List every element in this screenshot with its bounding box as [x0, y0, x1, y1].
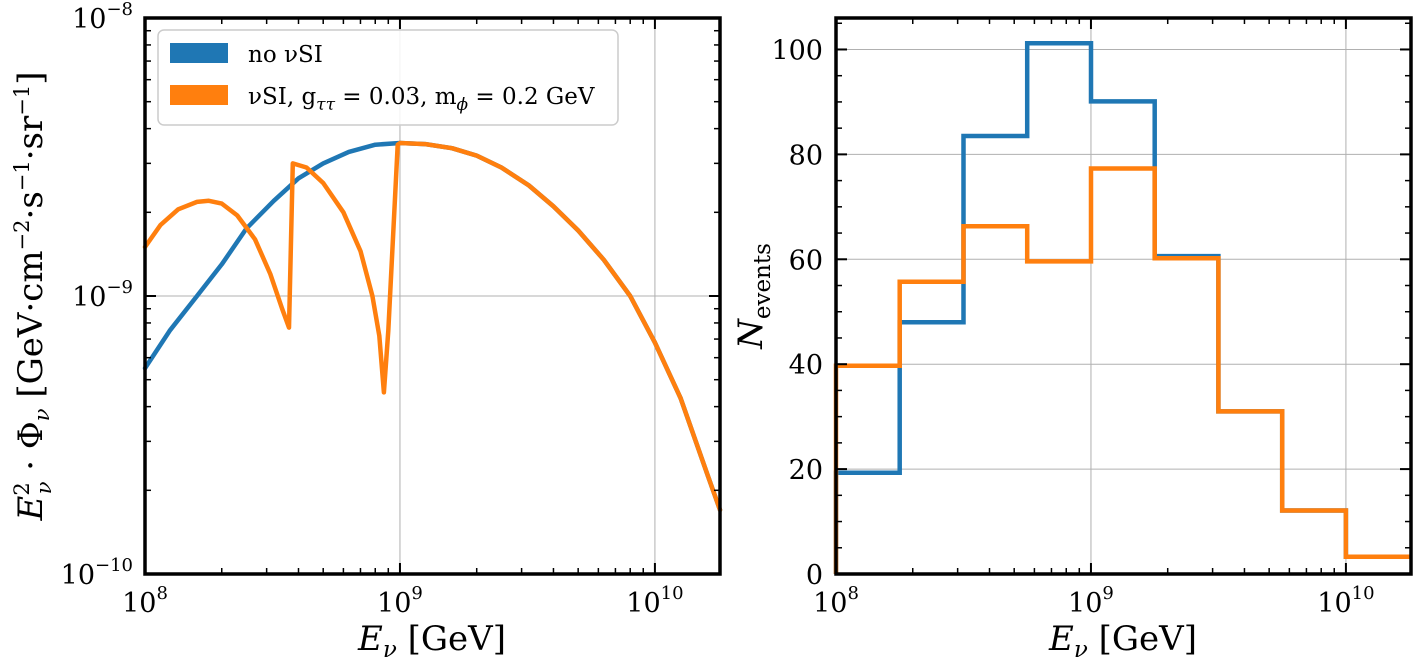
flux-panel: 108 109 1010 10−10 10−9 10−8 no νSI νSI, gττ …	[10, 0, 723, 663]
events-y-tick-label: 40	[789, 350, 823, 381]
legend-swatch-no-si	[170, 43, 228, 63]
flux-x-tick-label: 109	[377, 583, 423, 619]
events-tick-labels: 108 109 1010 0 20 40 60 80 100	[771, 35, 1374, 619]
events-hist-si	[833, 166, 1411, 574]
events-y-tick-label: 80	[789, 140, 823, 171]
flux-y-tick-label: 10−9	[72, 277, 133, 313]
events-x-tick-label: 1010	[1317, 583, 1374, 619]
legend: no νSI νSI, gττ = 0.03, mϕ = 0.2 GeV	[157, 29, 619, 126]
events-y-tick-label: 60	[789, 245, 823, 276]
flux-y-tick-label: 10−10	[61, 555, 133, 591]
events-y-tick-label: 0	[806, 560, 823, 591]
events-x-axis-label: Eν [GeV]	[1048, 619, 1197, 663]
events-y-tick-label: 100	[771, 35, 823, 66]
flux-x-axis-label: Eν [GeV]	[357, 619, 506, 663]
flux-line-si	[142, 140, 723, 513]
events-hist-no-si	[833, 40, 1411, 574]
events-x-tick-label: 108	[813, 583, 859, 619]
flux-lines	[142, 140, 723, 513]
events-panel: 108 109 1010 0 20 40 60 80 100 Eν [GeV] Nevents	[731, 16, 1413, 663]
events-y-axis-label: Nevents	[731, 243, 776, 350]
flux-y-axis-label: E2ν · Φν [GeV·cm−2·s−1·sr−1]	[10, 71, 56, 521]
flux-x-tick-label: 1010	[626, 583, 683, 619]
flux-tick-labels: 108 109 1010 10−10 10−9 10−8	[61, 0, 684, 619]
flux-ticks	[144, 17, 720, 575]
events-histograms	[833, 40, 1411, 574]
events-ticks	[835, 18, 1411, 575]
legend-box	[157, 29, 619, 126]
events-x-tick-label: 109	[1068, 583, 1114, 619]
events-grid	[836, 18, 1411, 574]
legend-label-si: νSI, gττ = 0.03, mϕ = 0.2 GeV	[248, 84, 595, 115]
legend-swatch-si	[170, 85, 228, 105]
flux-y-tick-label: 10−8	[72, 0, 133, 35]
flux-line-no-si	[142, 140, 723, 513]
legend-label-no-si: no νSI	[248, 42, 323, 68]
events-plot-frame	[834, 16, 1413, 576]
flux-x-tick-label: 108	[122, 583, 168, 619]
events-y-tick-label: 20	[789, 455, 823, 486]
